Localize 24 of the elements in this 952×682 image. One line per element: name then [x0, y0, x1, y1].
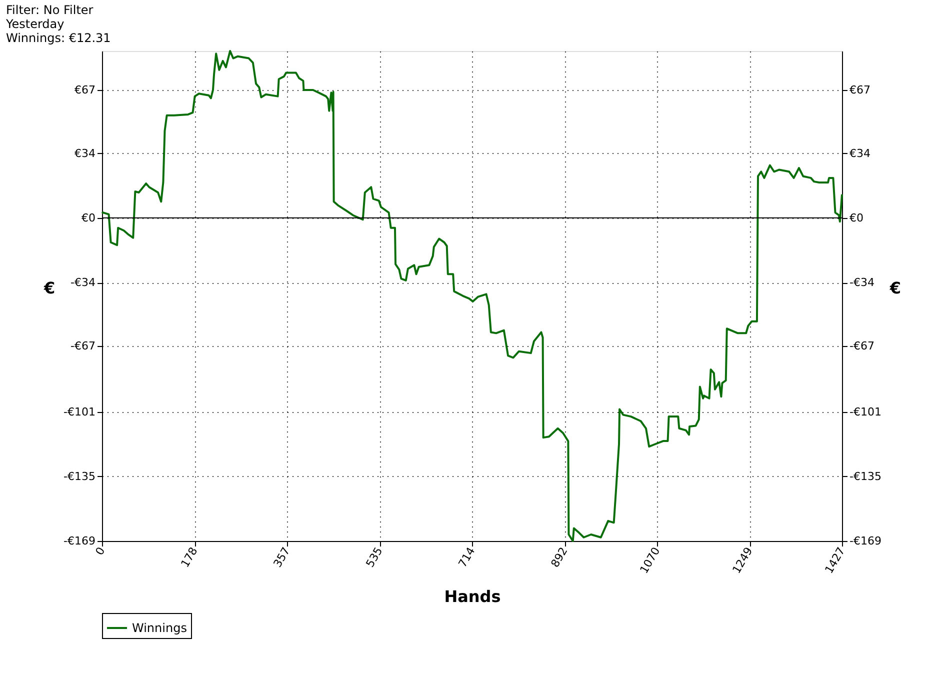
- y2-tick-label: -€101: [850, 405, 882, 418]
- y2-tick-label: €0: [850, 211, 864, 224]
- x-tick-label: 0: [92, 545, 108, 558]
- y2-tick-label: -€34: [850, 276, 874, 290]
- y2-tick-label: €34: [850, 146, 870, 160]
- legend-label: Winnings: [132, 621, 187, 635]
- y-tick-label: -€101: [64, 405, 96, 418]
- y2-tick-label: -€135: [850, 470, 882, 483]
- y-axis-title: €: [42, 278, 56, 298]
- y-tick-label: €34: [74, 146, 96, 160]
- y-tick-label: -€135: [64, 470, 96, 483]
- y-tick-label: -€169: [64, 534, 96, 548]
- x-axis-title: Hands: [444, 587, 501, 606]
- y2-axis-title: €: [888, 278, 902, 298]
- y2-tick-label: €67: [850, 83, 870, 96]
- y2-tick-label: -€169: [850, 534, 882, 548]
- y-tick-label: €67: [74, 83, 96, 96]
- y-tick-label: -€67: [70, 339, 96, 352]
- y-tick-label: €0: [82, 211, 96, 224]
- text: Yesterday: [5, 17, 64, 31]
- y2-tick-label: -€67: [850, 339, 874, 352]
- y-tick-label: -€34: [70, 276, 96, 290]
- text: Winnings: €12.31: [6, 31, 111, 45]
- text: Filter: No Filter: [6, 3, 94, 17]
